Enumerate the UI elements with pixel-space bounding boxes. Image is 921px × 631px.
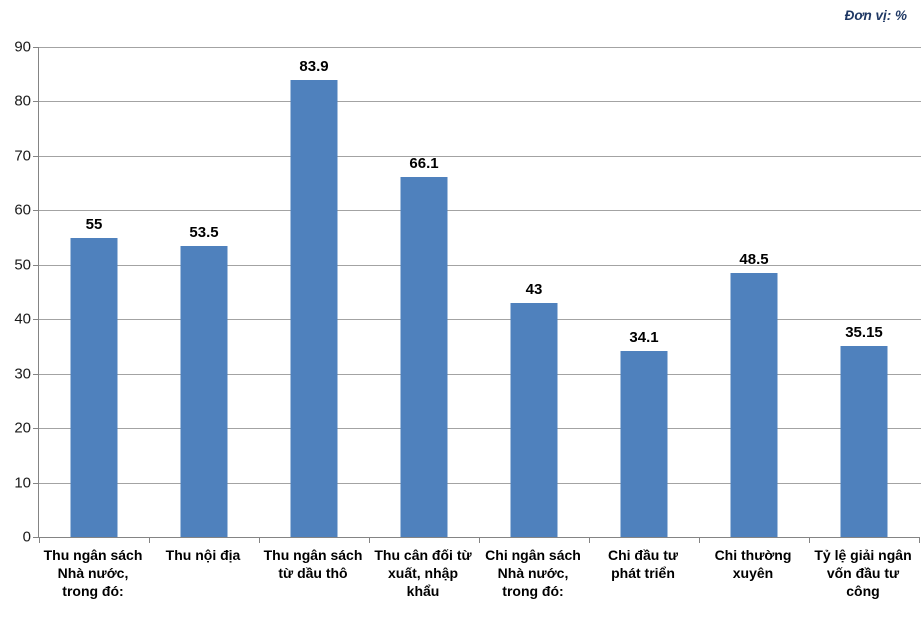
bar — [620, 351, 668, 537]
bar — [70, 237, 118, 537]
y-tick-label: 70 — [14, 147, 31, 165]
gridline — [39, 210, 921, 212]
bar-slot: 53.5 — [149, 47, 259, 537]
bar — [510, 302, 558, 537]
category-label-text: Chi ngân sách Nhà nước, trong đó: — [485, 547, 581, 599]
y-tick-label: 20 — [14, 419, 31, 437]
bar — [730, 272, 778, 537]
bar-slot: 66.1 — [369, 47, 479, 537]
bar-slot: 55 — [39, 47, 149, 537]
bar-slot: 43 — [479, 47, 589, 537]
gridline — [39, 482, 921, 484]
bar-slot: 35.15 — [809, 47, 919, 537]
bar — [840, 345, 888, 537]
bar-value-label: 43 — [525, 280, 543, 298]
bar-value-label: 48.5 — [739, 250, 769, 268]
category-label: Thu cân đối từ xuất, nhập khẩu — [368, 546, 478, 600]
y-tick-label: 90 — [14, 38, 31, 56]
x-tick — [39, 537, 40, 543]
bar — [290, 80, 338, 537]
plot-area: 0 10 20 30 40 50 60 70 80 90 55 53.5 83.9 66.1 43 34.1… — [14, 40, 921, 545]
y-tick — [33, 482, 39, 484]
bars-layer: 55 53.5 83.9 66.1 43 34.1 48.5 35.15 — [39, 47, 919, 537]
y-tick-label: 80 — [14, 92, 31, 110]
bar — [180, 245, 228, 537]
bar-slot: 34.1 — [589, 47, 699, 537]
gridline — [39, 319, 921, 321]
category-label: Thu ngân sách Nhà nước, trong đó: — [38, 546, 148, 600]
category-label-text: Chi thường xuyên — [714, 547, 792, 581]
category-label: Chi ngân sách Nhà nước, trong đó: — [478, 546, 588, 600]
y-tick — [33, 264, 39, 266]
y-tick-label: 50 — [14, 256, 31, 274]
y-tick — [33, 537, 39, 538]
bar-value-label: 35.15 — [845, 323, 883, 341]
category-label: Tỷ lệ giải ngân vốn đầu tư công — [808, 546, 918, 600]
y-tick — [33, 428, 39, 430]
gridlines-layer: 0 10 20 30 40 50 60 70 80 90 — [14, 40, 921, 545]
bar-value-label: 55 — [85, 215, 103, 233]
category-label-text: Thu nội địa — [165, 547, 241, 563]
gridline — [39, 155, 921, 157]
y-tick — [33, 373, 39, 375]
gridline — [39, 428, 921, 430]
bar-value-label: 66.1 — [409, 155, 439, 173]
bar-slot: 83.9 — [259, 47, 369, 537]
x-axis-labels: Thu ngân sách Nhà nước, trong đó: Thu nội… — [38, 546, 918, 600]
x-tick — [479, 537, 480, 543]
y-tick-label: 0 — [22, 528, 31, 546]
y-tick — [33, 101, 39, 103]
bar-value-label: 53.5 — [189, 223, 219, 241]
y-tick — [33, 47, 39, 48]
x-tick — [259, 537, 260, 543]
x-tick — [699, 537, 700, 543]
category-label: Thu nội địa — [148, 546, 258, 600]
x-tick — [809, 537, 810, 543]
unit-annotation: Đơn vị: % — [844, 8, 907, 23]
y-tick-label: 40 — [14, 310, 31, 328]
gridline — [39, 101, 921, 103]
category-label-text: Chi đầu tư phát triển — [607, 547, 679, 581]
category-label: Thu ngân sách từ dầu thô — [258, 546, 368, 600]
category-label-text: Thu cân đối từ xuất, nhập khẩu — [374, 547, 472, 599]
bar-value-label: 34.1 — [629, 329, 659, 347]
y-tick-label: 60 — [14, 201, 31, 219]
y-tick-label: 30 — [14, 365, 31, 383]
y-tick — [33, 319, 39, 321]
gridline — [39, 264, 921, 266]
x-tick — [589, 537, 590, 543]
x-tick — [919, 537, 920, 543]
category-label: Chi thường xuyên — [698, 546, 808, 600]
gridline — [39, 373, 921, 375]
x-tick — [149, 537, 150, 543]
category-label: Chi đầu tư phát triển — [588, 546, 698, 600]
y-tick — [33, 210, 39, 212]
category-label-text: Tỷ lệ giải ngân vốn đầu tư công — [814, 547, 912, 599]
bar-value-label: 83.9 — [299, 58, 329, 76]
bar — [400, 177, 448, 537]
bar-slot: 48.5 — [699, 47, 809, 537]
category-label-text: Thu ngân sách từ dầu thô — [263, 547, 363, 581]
y-tick — [33, 155, 39, 157]
gridline — [39, 47, 921, 48]
x-tick — [369, 537, 370, 543]
y-tick-label: 10 — [14, 474, 31, 492]
category-label-text: Thu ngân sách Nhà nước, trong đó: — [43, 547, 143, 599]
